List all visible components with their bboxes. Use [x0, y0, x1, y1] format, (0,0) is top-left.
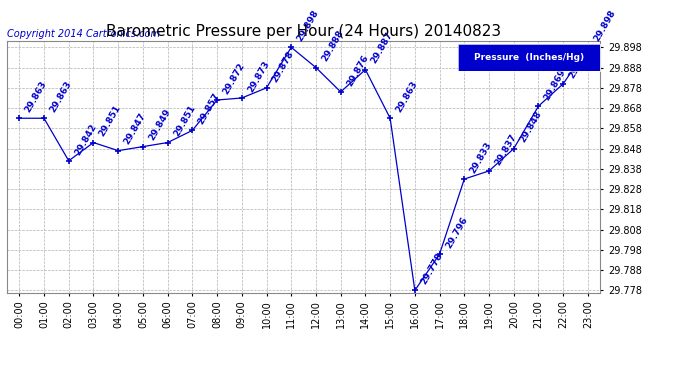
Text: 29.863: 29.863 [48, 80, 73, 114]
Text: 29.888: 29.888 [320, 29, 345, 63]
Text: 29.848: 29.848 [518, 110, 543, 144]
Text: 29.872: 29.872 [221, 61, 246, 96]
Text: 29.887: 29.887 [370, 31, 395, 66]
Text: Copyright 2014 Cartronics.com: Copyright 2014 Cartronics.com [7, 29, 160, 39]
Text: 29.869: 29.869 [542, 67, 568, 102]
Text: 29.778: 29.778 [419, 252, 444, 286]
Text: 29.880: 29.880 [567, 45, 593, 80]
Text: 29.873: 29.873 [246, 59, 271, 94]
Text: 29.851: 29.851 [172, 104, 197, 138]
Text: 29.851: 29.851 [97, 104, 123, 138]
Text: 29.898: 29.898 [295, 9, 321, 43]
Text: 29.842: 29.842 [73, 122, 98, 157]
Text: 29.898: 29.898 [592, 9, 618, 43]
Text: 29.876: 29.876 [345, 53, 370, 88]
Title: Barometric Pressure per Hour (24 Hours) 20140823: Barometric Pressure per Hour (24 Hours) … [106, 24, 501, 39]
Text: 29.878: 29.878 [270, 49, 296, 84]
Text: 29.857: 29.857 [197, 92, 221, 126]
Text: 29.863: 29.863 [394, 80, 420, 114]
Text: 29.796: 29.796 [444, 215, 469, 250]
Text: 29.849: 29.849 [147, 108, 172, 142]
Text: 29.833: 29.833 [469, 140, 493, 175]
Text: 29.847: 29.847 [122, 112, 148, 147]
Text: 29.837: 29.837 [493, 132, 518, 167]
Text: 29.863: 29.863 [23, 80, 48, 114]
